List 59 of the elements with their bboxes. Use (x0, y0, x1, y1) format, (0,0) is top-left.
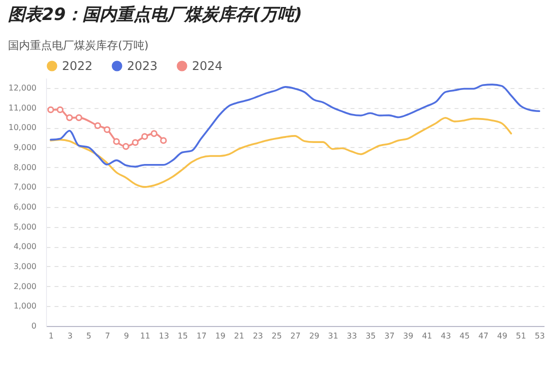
point (56, 106, 64, 114)
x-tick-label: 11 (140, 332, 150, 340)
y-tick-label: 1,000 (14, 302, 36, 311)
point (104, 126, 110, 133)
point (150, 130, 158, 137)
x-tick-label: 17 (196, 332, 207, 340)
point (75, 114, 82, 122)
x-tick-label: 47 (478, 332, 489, 340)
line-series (50, 84, 540, 168)
x-tick-label: 19 (215, 332, 226, 340)
x-tick-label: 39 (403, 332, 414, 340)
x-tick-label: 21 (234, 332, 244, 340)
y-tick-label: 5,000 (14, 222, 36, 232)
y-tick-label: 11,000 (8, 103, 36, 112)
x-tick-label: 27 (290, 332, 301, 340)
x-tick-label: 23 (252, 332, 264, 340)
point (94, 122, 102, 130)
y-tick-label: 3,000 (14, 262, 36, 271)
x-tick-label: 37 (384, 332, 395, 340)
x-tick-label: 51 (516, 332, 526, 340)
x-tick-label: 5 (86, 332, 92, 340)
x-tick-label: 33 (346, 332, 357, 340)
x-tick-label: 41 (422, 332, 432, 340)
y-tick-label: 8,000 (14, 162, 36, 172)
legend-label: 2023 (127, 59, 158, 73)
x-tick-label: 49 (497, 332, 508, 340)
line-series (50, 116, 512, 188)
y-tick-label: 0 (31, 322, 36, 330)
y-tick-label: 10,000 (8, 123, 36, 132)
y-tick-label: 9,000 (14, 142, 36, 152)
legend-label: 2024 (192, 59, 223, 73)
x-tick-label: 13 (158, 332, 170, 340)
x-tick-label: 29 (309, 332, 320, 340)
x-tick-label: 53 (534, 332, 545, 340)
point (66, 114, 73, 122)
legend-label: 2022 (62, 59, 93, 73)
chart-subtitle: 国内重点电厂煤炭库存(万吨) (8, 39, 149, 52)
y-tick-label: 6,000 (14, 202, 36, 212)
x-tick-label: 45 (460, 332, 470, 340)
point (47, 106, 54, 114)
point (141, 133, 148, 140)
y-tick-label: 7,000 (14, 182, 36, 192)
point (132, 139, 139, 146)
point (122, 143, 130, 150)
point (113, 138, 120, 145)
y-tick-label: 2,000 (14, 282, 36, 291)
y-tick-label: 4,000 (14, 242, 36, 252)
x-tick-label: 25 (272, 332, 282, 340)
chart-title: 图表29：国内重点电厂煤炭库存(万吨) (8, 5, 302, 25)
x-tick-label: 1 (48, 332, 54, 340)
point (160, 137, 167, 144)
x-tick-label: 9 (124, 332, 129, 340)
x-tick-label: 31 (328, 332, 338, 340)
x-tick-label: 35 (366, 332, 376, 340)
y-tick-label: 12,000 (8, 83, 36, 92)
x-tick-label: 7 (105, 332, 110, 340)
x-tick-label: 15 (178, 332, 188, 340)
x-tick-label: 43 (440, 332, 451, 340)
x-tick-label: 3 (67, 332, 73, 340)
